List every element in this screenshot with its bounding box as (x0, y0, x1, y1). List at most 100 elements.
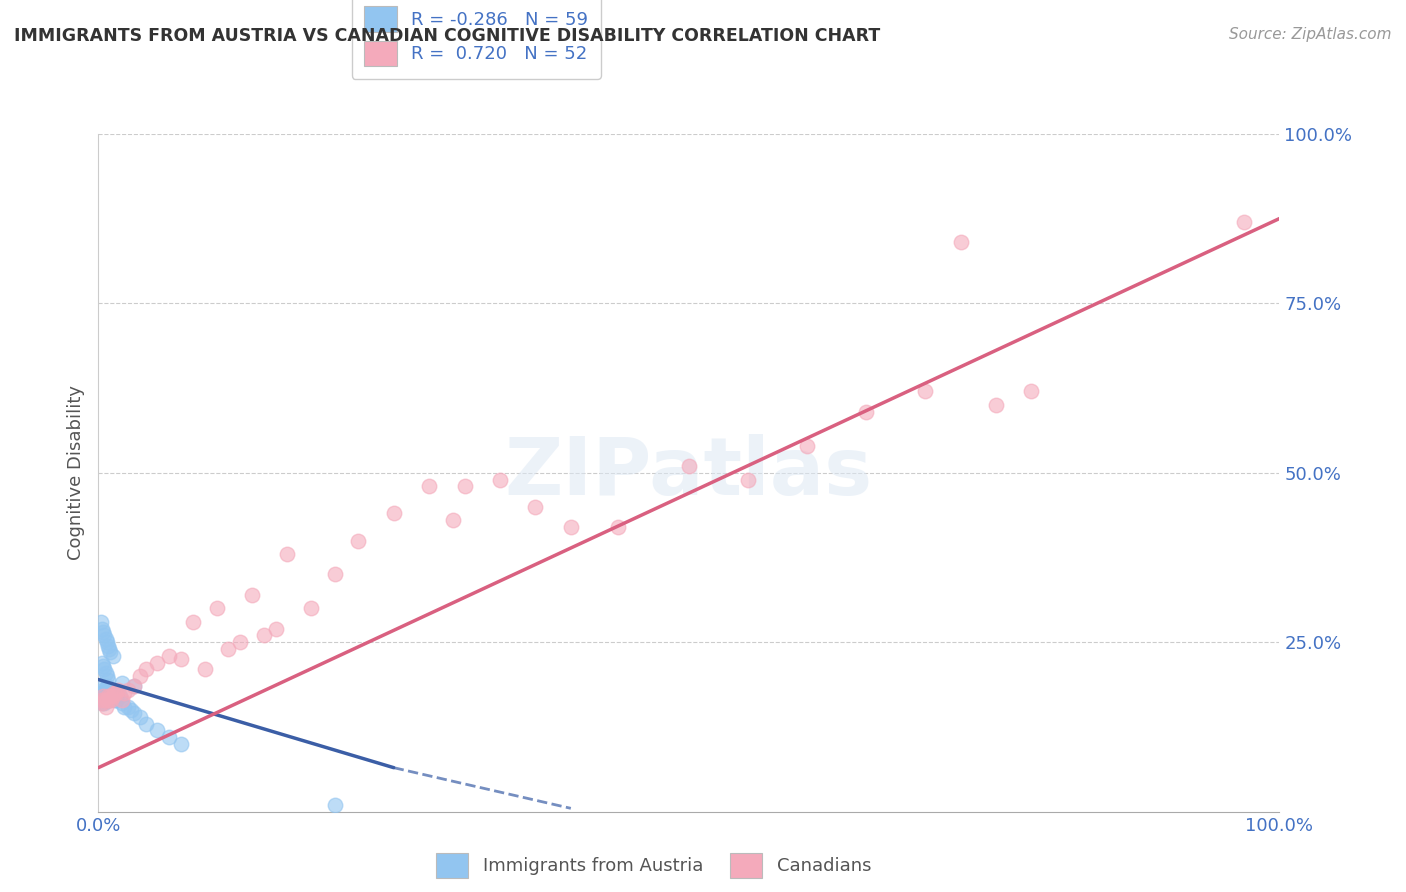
Point (101, 690, 124, 704)
Point (107, 682, 129, 697)
Point (91, 625, 114, 640)
Point (276, 547, 298, 561)
Point (105, 690, 128, 704)
Point (98, 693, 121, 707)
Point (855, 405, 877, 419)
Point (98, 693, 121, 707)
Point (418, 479, 440, 493)
Point (100, 686, 122, 700)
Point (94, 682, 117, 697)
Text: ZIPatlas: ZIPatlas (505, 434, 873, 512)
Point (93, 696, 115, 710)
Point (157, 730, 180, 744)
Point (112, 699, 135, 714)
Point (93, 693, 115, 707)
Point (94, 665, 117, 680)
Point (299, 601, 322, 615)
Point (112, 686, 135, 700)
Point (105, 686, 128, 700)
Point (97, 682, 120, 697)
Point (489, 473, 512, 487)
Point (146, 656, 169, 670)
Text: Source: ZipAtlas.com: Source: ZipAtlas.com (1229, 27, 1392, 42)
Point (91, 690, 114, 704)
Point (91, 659, 114, 673)
Point (128, 710, 150, 724)
Point (98, 686, 121, 700)
Point (121, 703, 143, 717)
Point (914, 384, 936, 399)
Point (104, 693, 127, 707)
Point (323, 567, 346, 582)
Point (453, 479, 475, 493)
Point (105, 693, 128, 707)
Point (229, 635, 252, 649)
Point (98, 642, 121, 657)
Point (96, 669, 118, 683)
Point (89, 693, 111, 707)
Point (122, 679, 145, 693)
Point (347, 533, 370, 548)
Point (101, 690, 124, 704)
Point (93, 679, 115, 693)
Point (146, 723, 169, 738)
Point (93, 686, 115, 700)
Point (181, 615, 204, 629)
Point (949, 235, 972, 250)
Point (1021, 384, 1043, 399)
Point (135, 716, 157, 731)
Point (91, 690, 114, 704)
Point (97, 639, 120, 653)
Point (1233, 215, 1256, 229)
Point (97, 690, 120, 704)
Point (93, 628, 115, 642)
Point (96, 635, 118, 649)
Point (96, 679, 118, 693)
Point (91, 656, 114, 670)
Point (98, 682, 121, 697)
Legend: Immigrants from Austria, Canadians: Immigrants from Austria, Canadians (423, 840, 884, 891)
Point (128, 669, 150, 683)
Point (796, 439, 818, 453)
Point (91, 682, 114, 697)
Point (984, 398, 1007, 412)
Point (91, 696, 114, 710)
Point (135, 662, 157, 676)
Point (111, 676, 134, 690)
Point (194, 662, 217, 676)
Point (524, 500, 547, 514)
Point (100, 693, 122, 707)
Point (98, 690, 121, 704)
Point (103, 686, 125, 700)
Point (91, 693, 114, 707)
Point (91, 622, 114, 636)
Point (170, 652, 193, 666)
Point (560, 520, 582, 534)
Point (98, 645, 121, 659)
Point (157, 648, 180, 663)
Point (117, 699, 139, 714)
Point (240, 588, 263, 602)
Point (91, 686, 114, 700)
Point (122, 706, 145, 721)
Point (93, 693, 115, 707)
Point (117, 682, 139, 697)
Point (441, 513, 464, 527)
Point (111, 696, 134, 710)
Point (253, 628, 276, 642)
Point (205, 601, 228, 615)
Point (678, 458, 700, 473)
Point (170, 737, 193, 751)
Point (90, 693, 112, 707)
Point (94, 632, 117, 646)
Point (90, 615, 112, 629)
Point (103, 686, 125, 700)
Point (217, 642, 239, 657)
Point (91, 696, 114, 710)
Point (94, 690, 117, 704)
Point (90, 690, 112, 704)
Point (96, 693, 118, 707)
Point (97, 673, 120, 687)
Point (737, 473, 759, 487)
Point (96, 693, 118, 707)
